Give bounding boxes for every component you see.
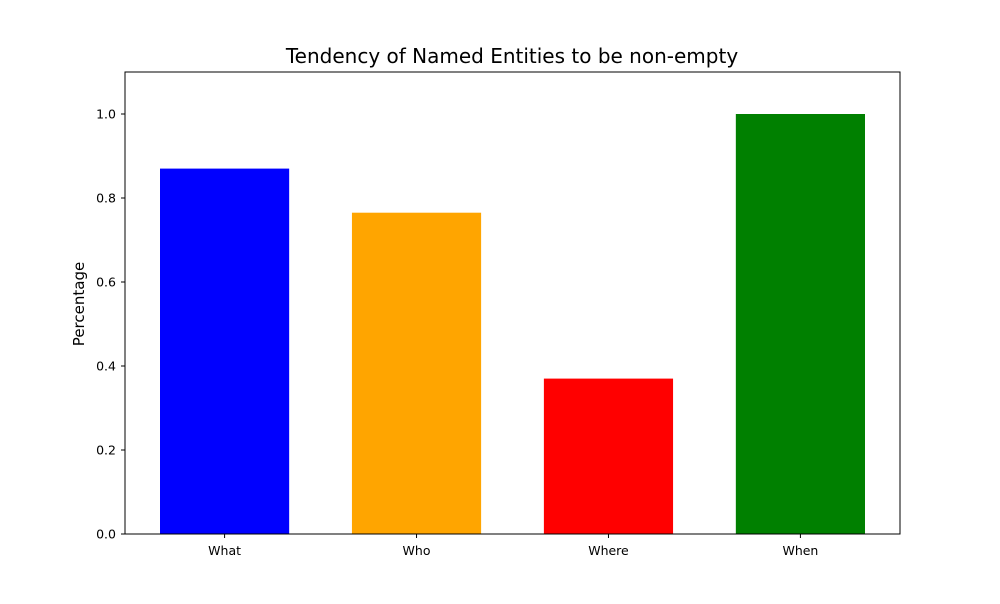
y-tick-label: 0.2 <box>96 443 116 458</box>
ticks-layer: What Who Where When 0.0 0.2 0.4 0.6 0.8 1.0 <box>96 107 818 559</box>
bar-where <box>543 378 674 534</box>
bar-who <box>351 212 482 534</box>
x-tick-label: What <box>208 543 241 558</box>
y-tick-label: 0.4 <box>96 359 116 374</box>
y-axis-label: Percentage <box>70 262 88 346</box>
y-tick-label: 0.0 <box>96 527 116 542</box>
bar-when <box>735 114 865 534</box>
y-tick-label: 1.0 <box>96 107 116 122</box>
y-tick-label: 0.6 <box>96 275 116 290</box>
x-tick-label: Who <box>403 543 431 558</box>
x-tick-label: When <box>782 543 818 558</box>
plot-frame <box>124 71 901 535</box>
bars-layer <box>160 114 865 534</box>
x-tick-label: Where <box>588 543 629 558</box>
bar-what <box>160 168 290 534</box>
chart-title: Tendency of Named Entities to be non-emp… <box>285 44 738 68</box>
y-tick-label: 0.8 <box>96 191 116 206</box>
